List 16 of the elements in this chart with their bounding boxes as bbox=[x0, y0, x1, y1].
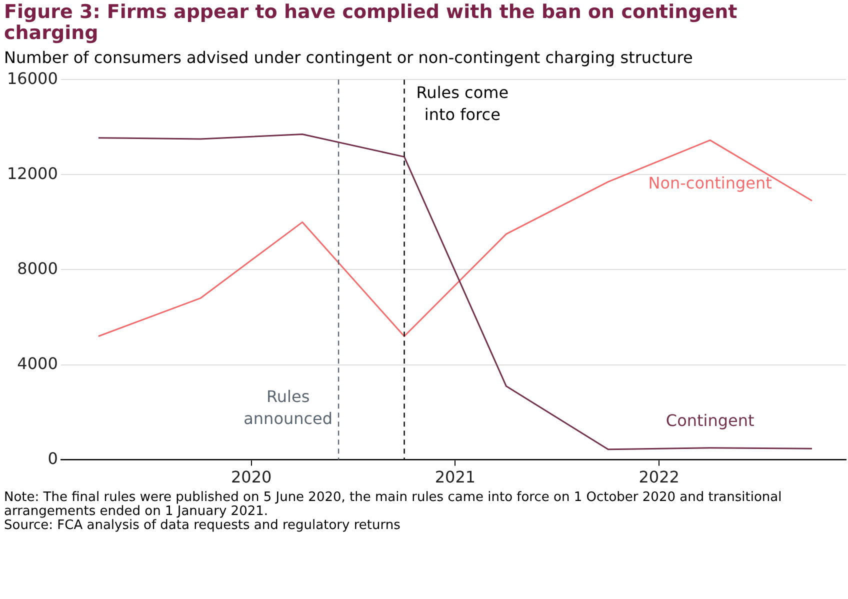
y-tick-label: 4000 bbox=[17, 354, 58, 373]
series-label: Non-contingent bbox=[648, 173, 772, 192]
y-tick-label: 8000 bbox=[17, 258, 58, 278]
x-tick-label: 2021 bbox=[434, 468, 476, 487]
source-note: Source: FCA analysis of data requests and regulatory returns bbox=[4, 518, 402, 533]
chart-title: Figure 3: Firms appear to have complied with the ban on contingent charging bbox=[3, 0, 738, 44]
series-label: Contingent bbox=[666, 411, 754, 430]
y-tick-label: 0 bbox=[48, 448, 58, 468]
ref-line-label: Rules come into force bbox=[416, 82, 509, 124]
ref-line-label: Rules announced bbox=[244, 386, 333, 428]
x-tick-label: 2022 bbox=[638, 468, 680, 487]
x-tick-label: 2020 bbox=[231, 468, 272, 487]
text: Note: The final rules were published on 5 June 2020, the main rules came into force on 1 October 2020 and transitional arrangements ended on 1 January 2021. bbox=[4, 490, 783, 519]
y-tick-label: 16000 bbox=[6, 68, 58, 88]
y-tick-label: 12000 bbox=[6, 164, 58, 183]
chart-subtitle: Number of consumers advised under contingent or non-contingent charging structure bbox=[3, 47, 694, 67]
